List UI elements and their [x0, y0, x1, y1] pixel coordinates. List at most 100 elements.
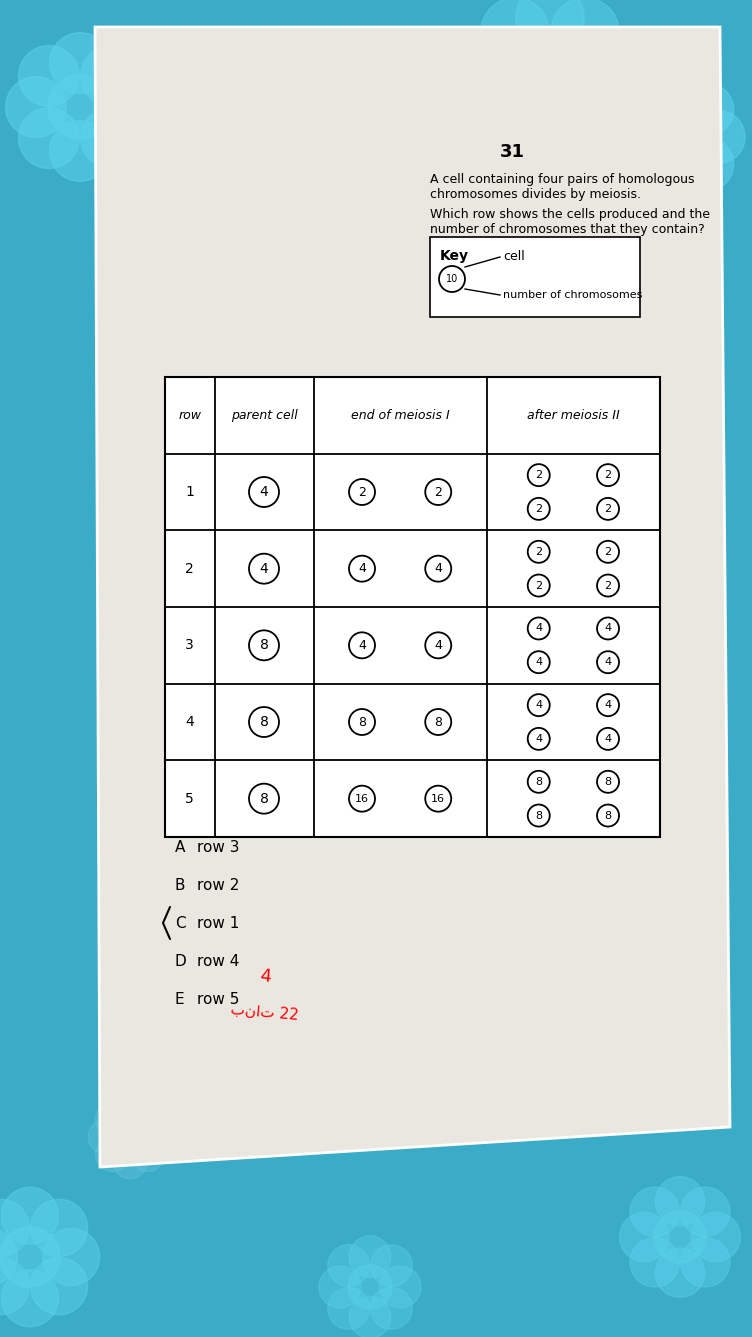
Circle shape — [425, 632, 451, 658]
Text: 2: 2 — [605, 504, 611, 513]
Circle shape — [439, 266, 465, 291]
Circle shape — [0, 1229, 17, 1285]
Circle shape — [150, 199, 189, 237]
Circle shape — [130, 1103, 165, 1136]
Text: 2: 2 — [605, 547, 611, 556]
Text: 4: 4 — [358, 562, 366, 575]
Circle shape — [249, 783, 279, 814]
Text: 4: 4 — [435, 562, 442, 575]
Text: 2: 2 — [535, 504, 542, 513]
Circle shape — [681, 1187, 730, 1237]
Circle shape — [550, 0, 619, 67]
Circle shape — [653, 148, 707, 202]
Text: 8: 8 — [259, 638, 268, 652]
Circle shape — [652, 110, 708, 164]
Text: row 5: row 5 — [197, 992, 239, 1007]
Circle shape — [349, 786, 375, 812]
Circle shape — [93, 76, 154, 138]
Circle shape — [425, 479, 451, 505]
Text: 4: 4 — [358, 639, 366, 652]
Text: 2: 2 — [605, 471, 611, 480]
Circle shape — [96, 1103, 129, 1136]
Text: 4: 4 — [535, 734, 542, 743]
Circle shape — [615, 111, 668, 163]
Text: row: row — [178, 409, 202, 422]
Text: D: D — [175, 953, 186, 968]
Circle shape — [528, 694, 550, 717]
Circle shape — [681, 83, 734, 136]
Circle shape — [50, 120, 111, 182]
Text: 5: 5 — [186, 792, 194, 806]
Text: C: C — [175, 916, 186, 931]
Circle shape — [349, 1235, 391, 1278]
Circle shape — [50, 32, 111, 94]
Circle shape — [692, 111, 745, 163]
Circle shape — [80, 45, 141, 106]
Text: 8: 8 — [434, 715, 442, 729]
Circle shape — [528, 805, 550, 826]
Text: 4: 4 — [186, 715, 194, 729]
Text: A: A — [175, 840, 186, 854]
FancyBboxPatch shape — [165, 377, 660, 837]
Circle shape — [514, 31, 586, 103]
Text: parent cell: parent cell — [231, 409, 297, 422]
Circle shape — [112, 1119, 148, 1155]
Circle shape — [528, 651, 550, 674]
Text: 4: 4 — [435, 639, 442, 652]
Text: 2: 2 — [535, 471, 542, 480]
Circle shape — [349, 479, 375, 505]
Text: 3: 3 — [186, 638, 194, 652]
Circle shape — [0, 1227, 60, 1288]
Circle shape — [597, 618, 619, 639]
Circle shape — [104, 218, 141, 255]
Text: 8: 8 — [605, 777, 611, 786]
Text: Key: Key — [440, 249, 469, 263]
Circle shape — [626, 138, 679, 191]
Circle shape — [516, 83, 584, 151]
Circle shape — [528, 540, 550, 563]
Circle shape — [349, 1297, 391, 1337]
Circle shape — [681, 138, 734, 191]
Circle shape — [113, 1095, 147, 1130]
Circle shape — [466, 33, 535, 102]
Text: 4: 4 — [535, 623, 542, 634]
Circle shape — [131, 246, 169, 283]
Circle shape — [626, 83, 679, 136]
Circle shape — [516, 0, 584, 52]
Circle shape — [528, 497, 550, 520]
Circle shape — [130, 217, 170, 257]
Circle shape — [597, 727, 619, 750]
Circle shape — [0, 1258, 29, 1314]
Circle shape — [80, 108, 141, 168]
Circle shape — [48, 75, 112, 139]
Text: 2: 2 — [535, 580, 542, 591]
Circle shape — [349, 632, 375, 658]
Circle shape — [566, 33, 634, 102]
Text: 1: 1 — [185, 485, 194, 499]
Circle shape — [371, 1245, 412, 1286]
Text: Which row shows the cells produced and the number of chromosomes that they conta: Which row shows the cells produced and t… — [430, 209, 710, 237]
Text: row 1: row 1 — [197, 916, 239, 931]
Circle shape — [328, 1245, 369, 1286]
Circle shape — [597, 464, 619, 487]
Circle shape — [425, 556, 451, 582]
Text: 4: 4 — [605, 623, 611, 634]
Text: 2: 2 — [605, 580, 611, 591]
Circle shape — [138, 1120, 172, 1154]
Circle shape — [481, 0, 549, 67]
Circle shape — [319, 1266, 361, 1308]
Text: B: B — [175, 877, 186, 893]
Circle shape — [630, 1238, 679, 1288]
Circle shape — [425, 709, 451, 735]
Circle shape — [328, 1288, 369, 1329]
Circle shape — [348, 1265, 392, 1309]
Circle shape — [620, 1213, 669, 1262]
Circle shape — [597, 771, 619, 793]
Text: 4: 4 — [535, 701, 542, 710]
Circle shape — [88, 1120, 123, 1154]
Circle shape — [528, 464, 550, 487]
Circle shape — [379, 1266, 421, 1308]
Text: 2: 2 — [358, 485, 366, 499]
Circle shape — [249, 707, 279, 737]
Circle shape — [425, 786, 451, 812]
